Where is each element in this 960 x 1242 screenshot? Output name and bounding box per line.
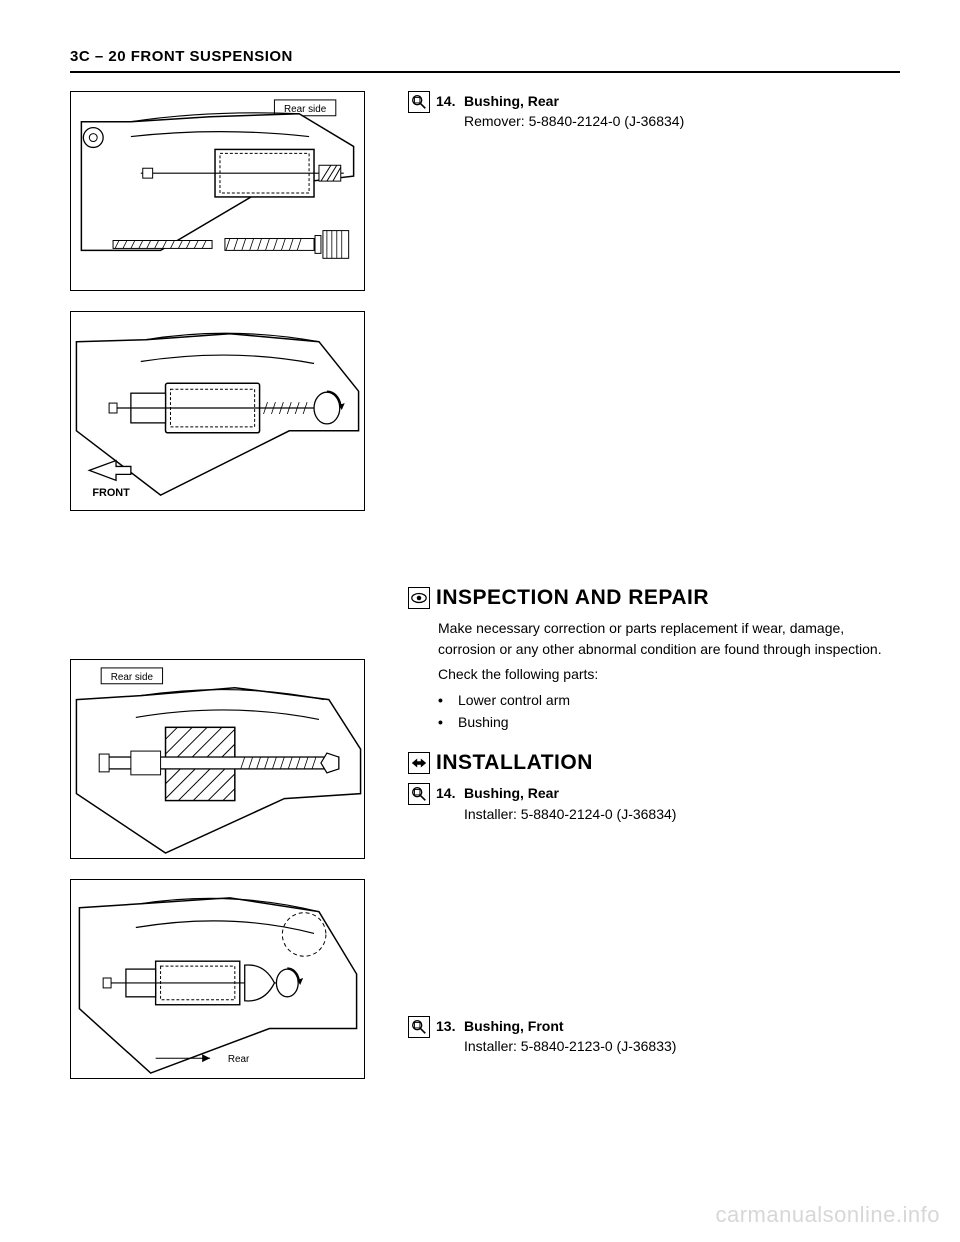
step-detail: Remover: 5-8840-2124-0 (J-36834) <box>436 111 684 131</box>
step-num: 13. <box>436 1016 464 1036</box>
text-column: 14.Bushing, Rear Remover: 5-8840-2124-0 … <box>400 91 900 1099</box>
content-area: Rear side <box>70 91 900 1099</box>
fig2-label-text: FRONT <box>92 487 130 499</box>
fig3-label-text: Rear side <box>111 672 154 683</box>
bullet-item: Bushing <box>438 711 900 733</box>
gap-2 <box>408 830 900 1016</box>
figures-column: Rear side <box>70 91 380 1099</box>
step-14-installer: 14.Bushing, Rear Installer: 5-8840-2124-… <box>408 783 900 824</box>
eye-icon <box>408 587 430 609</box>
section-installation: INSTALLATION <box>408 751 900 775</box>
tool-icon <box>408 783 430 805</box>
gap-before-fig3 <box>70 531 380 659</box>
inspection-bullets: Lower control arm Bushing <box>438 689 900 734</box>
figure-1: Rear side <box>70 91 365 291</box>
step-num: 14. <box>436 91 464 111</box>
step-14-remover: 14.Bushing, Rear Remover: 5-8840-2124-0 … <box>408 91 900 132</box>
page-header: 3C – 20 FRONT SUSPENSION <box>70 48 900 73</box>
step-13-installer: 13.Bushing, Front Installer: 5-8840-2123… <box>408 1016 900 1057</box>
figure-4: Rear <box>70 879 365 1079</box>
bullet-item: Lower control arm <box>438 689 900 711</box>
step-detail: Installer: 5-8840-2123-0 (J-36833) <box>436 1036 676 1056</box>
inspection-body-2: Check the following parts: <box>438 664 900 685</box>
arrows-icon <box>408 752 430 774</box>
inspection-body-1: Make necessary correction or parts repla… <box>438 618 900 660</box>
watermark: carmanualsonline.info <box>715 1202 940 1228</box>
fig4-label-text: Rear <box>228 1054 250 1065</box>
figure-3: Rear side <box>70 659 365 859</box>
tool-icon <box>408 91 430 113</box>
step-title: Bushing, Front <box>464 1018 564 1034</box>
gap-1 <box>408 138 900 568</box>
section-title: INSPECTION AND REPAIR <box>436 586 709 610</box>
section-title: INSTALLATION <box>436 751 593 775</box>
step-title: Bushing, Rear <box>464 785 559 801</box>
step-detail: Installer: 5-8840-2124-0 (J-36834) <box>436 804 676 824</box>
section-inspection: INSPECTION AND REPAIR <box>408 586 900 610</box>
tool-icon <box>408 1016 430 1038</box>
step-title: Bushing, Rear <box>464 93 559 109</box>
figure-2: FRONT <box>70 311 365 511</box>
step-num: 14. <box>436 783 464 803</box>
